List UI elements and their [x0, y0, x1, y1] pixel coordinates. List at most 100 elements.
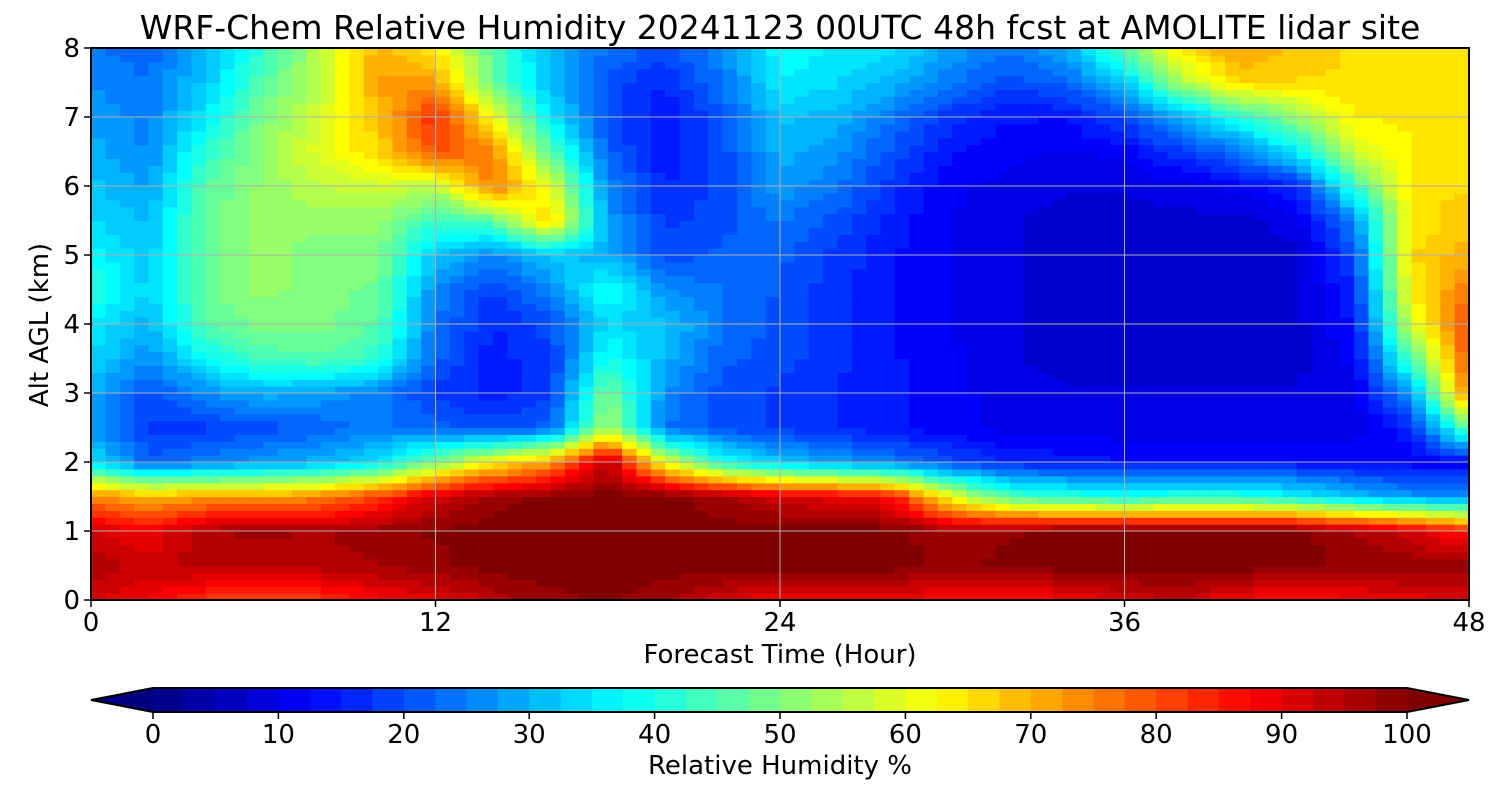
heatmap-cell — [622, 503, 638, 511]
heatmap-cell — [263, 255, 279, 263]
heatmap-cell — [148, 358, 164, 366]
heatmap-cell — [1440, 468, 1456, 477]
heatmap-cell — [909, 572, 925, 580]
heatmap-cell — [808, 324, 824, 332]
heatmap-cell — [564, 317, 580, 325]
heatmap-cell — [837, 248, 853, 256]
heatmap-cell — [823, 310, 839, 318]
heatmap-cell — [837, 517, 853, 525]
heatmap-cell — [679, 593, 695, 601]
heatmap-cell — [1124, 468, 1140, 477]
heatmap-cell — [1024, 358, 1039, 366]
heatmap-cell — [722, 393, 738, 401]
heatmap-cell — [1440, 399, 1456, 408]
heatmap-cell — [1110, 379, 1126, 387]
heatmap-cell — [263, 565, 279, 573]
heatmap-cell — [349, 268, 365, 277]
heatmap-cell — [564, 248, 580, 256]
heatmap-cell — [521, 386, 537, 394]
heatmap-cell — [880, 448, 896, 456]
heatmap-cell — [765, 496, 781, 504]
heatmap-cell — [105, 317, 121, 325]
heatmap-cell — [492, 558, 508, 567]
heatmap-cell — [995, 462, 1011, 470]
heatmap-cell — [1382, 282, 1398, 291]
heatmap-cell — [421, 517, 437, 525]
heatmap-cell — [291, 586, 307, 594]
heatmap-cell — [966, 282, 982, 291]
heatmap-cell — [105, 255, 121, 263]
heatmap-cell — [593, 537, 609, 546]
heatmap-cell — [851, 406, 867, 415]
heatmap-cell — [378, 489, 394, 498]
heatmap-cell — [1095, 551, 1111, 560]
heatmap-cell — [1296, 337, 1312, 346]
heatmap-cell — [119, 365, 135, 373]
heatmap-cell — [320, 303, 336, 311]
heatmap-cell — [148, 434, 164, 442]
heatmap-cell — [1397, 448, 1413, 456]
heatmap-cell — [1124, 565, 1140, 573]
heatmap-cell — [291, 261, 307, 270]
heatmap-cell — [277, 303, 293, 311]
heatmap-cell — [91, 413, 106, 422]
heatmap-cell — [679, 475, 695, 484]
heatmap-cell — [1067, 406, 1083, 415]
heatmap-cell — [277, 372, 293, 380]
heatmap-cell — [722, 551, 738, 560]
heatmap-cell — [191, 572, 207, 580]
heatmap-cell — [1024, 248, 1039, 256]
heatmap-cell — [1296, 261, 1312, 270]
heatmap-cell — [636, 503, 652, 511]
heatmap-cell — [923, 317, 939, 325]
heatmap-cell — [593, 503, 609, 511]
heatmap-cell — [593, 344, 609, 353]
heatmap-cell — [91, 503, 106, 511]
heatmap-cell — [392, 337, 408, 346]
heatmap-cell — [205, 579, 221, 587]
heatmap-cell — [1339, 330, 1355, 339]
heatmap-cell — [636, 524, 652, 532]
heatmap-cell — [966, 531, 982, 539]
heatmap-cell — [808, 420, 824, 429]
heatmap-cell — [492, 462, 508, 470]
heatmap-cell — [1454, 393, 1470, 401]
heatmap-cell — [1296, 551, 1312, 560]
heatmap-cell — [1268, 351, 1283, 360]
heatmap-cell — [148, 475, 164, 484]
heatmap-cell — [248, 275, 264, 284]
heatmap-cell — [349, 241, 365, 249]
heatmap-cell — [550, 482, 566, 491]
heatmap-cell — [1210, 344, 1226, 353]
heatmap-cell — [406, 372, 422, 380]
heatmap-cell — [1440, 248, 1456, 256]
heatmap-cell — [894, 337, 910, 346]
heatmap-cell — [119, 248, 135, 256]
heatmap-cell — [650, 275, 666, 284]
heatmap-cell — [866, 303, 882, 311]
heatmap-cell — [248, 482, 264, 491]
heatmap-cell — [521, 496, 537, 504]
heatmap-cell — [1296, 303, 1312, 311]
heatmap-cell — [535, 517, 551, 525]
heatmap-cell — [909, 503, 925, 511]
heatmap-cell — [593, 261, 609, 270]
heatmap-cell — [909, 248, 925, 256]
heatmap-cell — [134, 296, 150, 304]
heatmap-cell — [378, 303, 394, 311]
heatmap-cell — [363, 365, 379, 373]
heatmap-cell — [177, 531, 193, 539]
heatmap-cell — [277, 399, 293, 408]
heatmap-cell — [134, 393, 150, 401]
heatmap-cell — [966, 268, 982, 277]
heatmap-cell — [1110, 289, 1126, 297]
heatmap-cell — [134, 241, 150, 249]
heatmap-cell — [1354, 365, 1370, 373]
heatmap-cell — [1138, 434, 1154, 442]
heatmap-cell — [765, 531, 781, 539]
heatmap-cell — [1311, 455, 1327, 463]
heatmap-cell — [335, 531, 350, 539]
heatmap-cell — [1397, 475, 1413, 484]
heatmap-cell — [837, 406, 853, 415]
heatmap-cell — [693, 565, 709, 573]
